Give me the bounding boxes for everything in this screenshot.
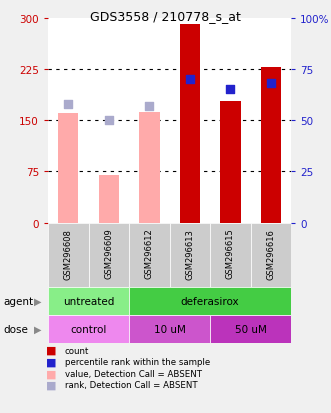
Point bbox=[187, 77, 193, 83]
Bar bbox=[220, 102, 241, 223]
Text: ■: ■ bbox=[46, 357, 57, 367]
Text: count: count bbox=[65, 346, 89, 355]
Bar bbox=[251, 223, 291, 287]
Text: GSM296616: GSM296616 bbox=[266, 228, 275, 279]
Bar bbox=[210, 223, 251, 287]
Text: value, Detection Call = ABSENT: value, Detection Call = ABSENT bbox=[65, 369, 202, 378]
Point bbox=[147, 103, 152, 110]
Bar bbox=[58, 114, 78, 223]
Bar bbox=[48, 287, 129, 315]
Text: deferasirox: deferasirox bbox=[181, 296, 240, 306]
Point bbox=[106, 117, 112, 124]
Point bbox=[66, 101, 71, 108]
Bar bbox=[169, 223, 210, 287]
Text: GSM296608: GSM296608 bbox=[64, 228, 73, 279]
Text: untreated: untreated bbox=[63, 296, 114, 306]
Text: agent: agent bbox=[3, 296, 33, 306]
Text: 10 uM: 10 uM bbox=[154, 324, 186, 334]
Bar bbox=[88, 223, 129, 287]
Bar bbox=[129, 287, 291, 315]
Text: ■: ■ bbox=[46, 380, 57, 390]
Text: GSM296615: GSM296615 bbox=[226, 228, 235, 279]
Text: GSM296612: GSM296612 bbox=[145, 228, 154, 279]
Text: ▶: ▶ bbox=[34, 296, 42, 306]
Bar bbox=[48, 315, 129, 343]
Bar bbox=[139, 113, 160, 223]
Text: GDS3558 / 210778_s_at: GDS3558 / 210778_s_at bbox=[90, 10, 241, 23]
Text: rank, Detection Call = ABSENT: rank, Detection Call = ABSENT bbox=[65, 380, 197, 389]
Point bbox=[228, 87, 233, 93]
Text: GSM296613: GSM296613 bbox=[185, 228, 194, 279]
Text: ▶: ▶ bbox=[34, 324, 42, 334]
Bar bbox=[129, 223, 169, 287]
Bar bbox=[261, 68, 281, 223]
Bar bbox=[129, 315, 210, 343]
Text: percentile rank within the sample: percentile rank within the sample bbox=[65, 357, 210, 366]
Text: GSM296609: GSM296609 bbox=[104, 228, 113, 279]
Bar bbox=[210, 315, 291, 343]
Bar bbox=[48, 223, 88, 287]
Bar bbox=[99, 176, 119, 223]
Bar bbox=[180, 25, 200, 223]
Text: 50 uM: 50 uM bbox=[235, 324, 267, 334]
Text: dose: dose bbox=[3, 324, 28, 334]
Text: control: control bbox=[71, 324, 107, 334]
Point bbox=[268, 81, 274, 87]
Text: ■: ■ bbox=[46, 368, 57, 378]
Text: ■: ■ bbox=[46, 345, 57, 355]
